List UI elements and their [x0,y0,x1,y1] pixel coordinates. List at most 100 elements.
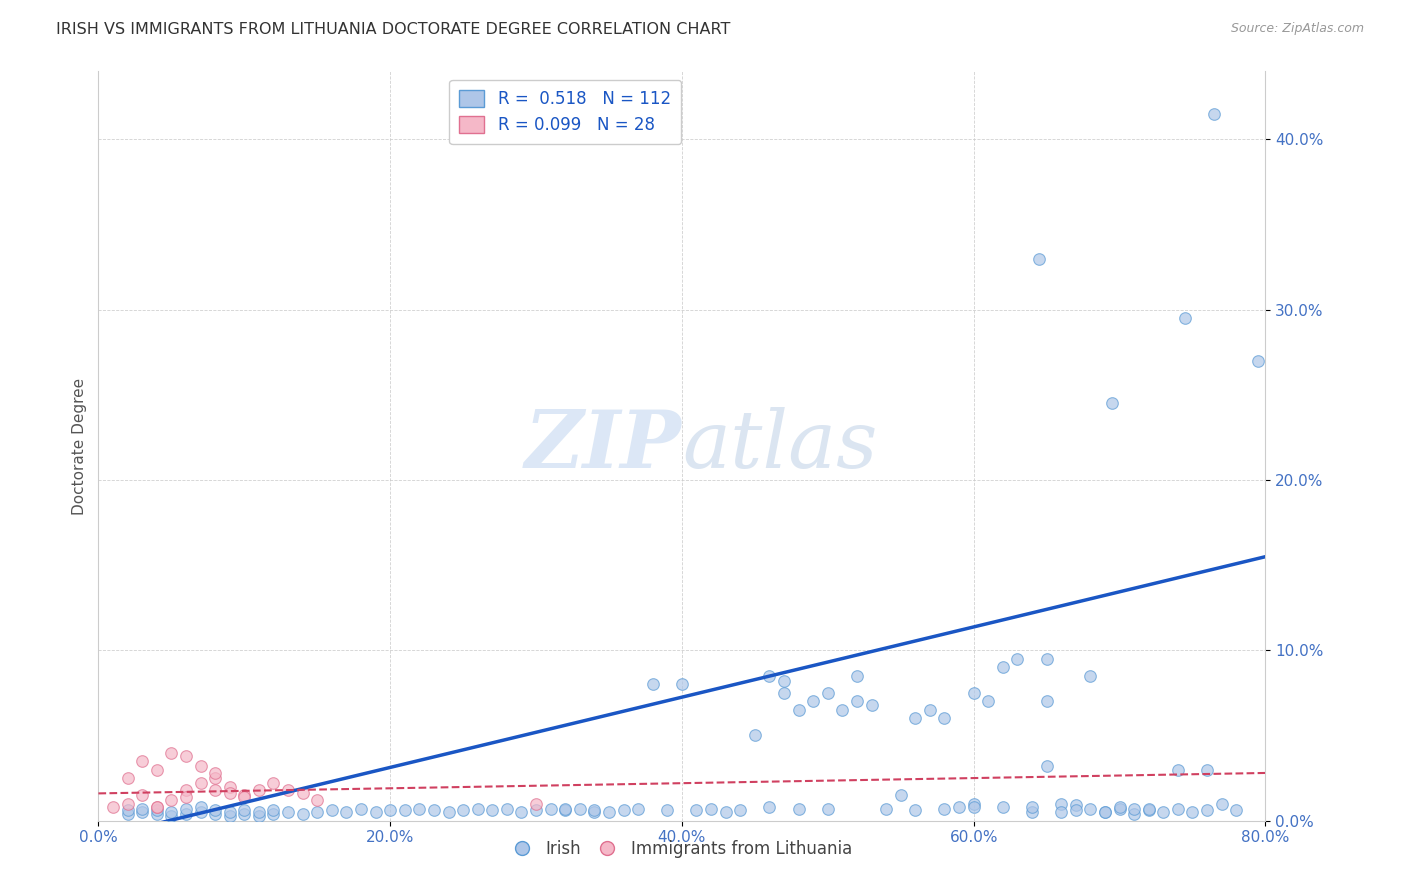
Point [146,800,169,814]
Text: Source: ZipAtlas.com: Source: ZipAtlas.com [1230,22,1364,36]
Point [612,804,634,818]
Point [218,808,240,822]
Point [934,802,956,816]
Point [524,804,547,818]
Point [510,805,533,819]
Point [233,804,256,818]
Text: IRISH VS IMMIGRANTS FROM LITHUANIA DOCTORATE DEGREE CORRELATION CHART: IRISH VS IMMIGRANTS FROM LITHUANIA DOCTO… [56,22,731,37]
Point [335,805,357,819]
Point [1050,805,1073,819]
Point [204,783,226,797]
Point [204,804,226,818]
Point [394,804,416,818]
Point [1108,800,1130,814]
Point [131,754,153,768]
Point [1167,802,1189,816]
Point [1137,802,1160,816]
Point [671,677,693,691]
Point [948,800,970,814]
Point [380,804,402,818]
Point [131,805,153,819]
Point [1094,805,1116,819]
Point [218,805,240,819]
Point [117,804,139,818]
Point [233,806,256,821]
Point [146,804,169,818]
Point [700,802,723,816]
Point [554,804,576,818]
Point [860,698,883,712]
Point [817,802,839,816]
Point [991,800,1014,814]
Point [204,806,226,821]
Point [1028,252,1050,266]
Point [277,783,299,797]
Point [451,804,474,818]
Point [1080,802,1102,816]
Point [101,800,124,814]
Point [117,806,139,821]
Point [918,703,941,717]
Point [262,804,284,818]
Point [204,766,226,780]
Point [1101,396,1123,410]
Point [307,793,329,807]
Point [277,805,299,819]
Point [174,802,197,816]
Point [350,802,373,816]
Point [262,806,284,821]
Point [190,800,212,814]
Point [437,805,460,819]
Point [962,797,984,811]
Point [524,797,547,811]
Point [583,804,606,818]
Point [1181,805,1204,819]
Point [554,802,576,816]
Point [423,804,446,818]
Point [787,802,810,816]
Point [174,783,197,797]
Point [758,669,780,683]
Point [190,776,212,790]
Point [364,805,387,819]
Point [817,686,839,700]
Point [233,789,256,804]
Point [1035,652,1057,666]
Point [1094,805,1116,819]
Point [1064,798,1087,813]
Point [160,808,183,822]
Point [773,673,796,688]
Point [598,805,620,819]
Point [146,763,169,777]
Point [117,771,139,785]
Point [321,804,343,818]
Point [773,686,796,700]
Point [218,780,240,794]
Point [787,703,810,717]
Point [131,802,153,816]
Point [583,805,606,819]
Point [174,789,197,804]
Point [934,711,956,725]
Point [890,788,912,802]
Point [117,797,139,811]
Point [160,805,183,819]
Point [1152,805,1174,819]
Point [218,786,240,800]
Text: ZIP: ZIP [524,408,682,484]
Text: atlas: atlas [682,408,877,484]
Point [962,686,984,700]
Point [160,746,183,760]
Point [730,804,752,818]
Point [1035,759,1057,773]
Point [307,805,329,819]
Point [291,806,314,821]
Point [641,677,664,691]
Point [247,808,270,822]
Point [1080,669,1102,683]
Point [174,806,197,821]
Point [190,759,212,773]
Point [247,805,270,819]
Point [1167,763,1189,777]
Point [627,802,650,816]
